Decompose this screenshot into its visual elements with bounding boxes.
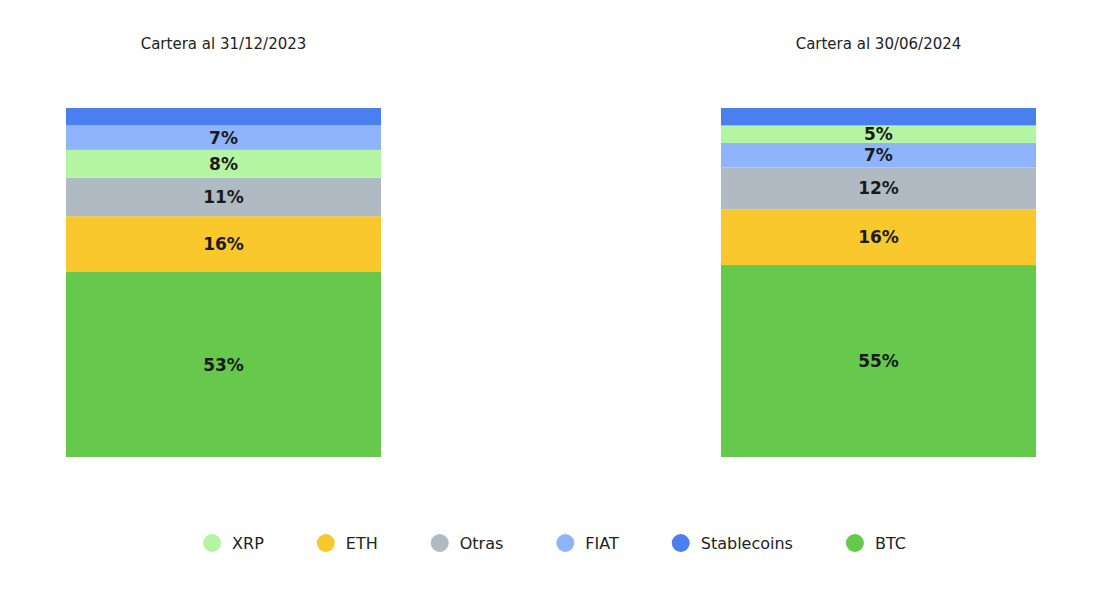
legend: XRP ETH Otras FIAT Stablecoins BTC [203,534,906,553]
legend-label: ETH [346,534,378,553]
legend-label: XRP [232,534,264,553]
bar-segment [721,167,1036,209]
legend-label: FIAT [585,534,619,553]
legend-item: ETH [317,534,378,553]
data-label: 7% [864,145,893,165]
bar-segment [721,108,1036,125]
legend-item: BTC [846,534,906,553]
bar-segment [66,272,381,457]
data-label: 55% [858,351,899,371]
bars [66,108,1036,457]
legend-swatch [556,534,574,552]
legend-swatch [846,534,864,552]
category-label: Cartera al 30/06/2024 [796,35,962,53]
legend-swatch [431,534,449,552]
data-labels: 53%16%11%8%7%55%16%12%7%5% [203,124,899,374]
chart: Cartera al 31/12/2023 Cartera al 30/06/20… [0,0,1109,589]
data-label: 16% [203,234,244,254]
bar-segment [721,143,1036,167]
data-label: 16% [858,227,899,247]
bar-segment [721,265,1036,457]
bar-segment [66,125,381,149]
legend-item: Otras [431,534,504,553]
data-label: 7% [209,128,238,148]
bar-segment [66,150,381,178]
legend-swatch [672,534,690,552]
legend-item: XRP [203,534,264,553]
data-label: 8% [209,154,238,174]
data-label: 12% [858,178,899,198]
legend-swatch [203,534,221,552]
legend-swatch [317,534,335,552]
bar-segment [66,108,381,125]
category-label: Cartera al 31/12/2023 [141,35,307,53]
data-label: 11% [203,187,244,207]
data-label: 53% [203,355,244,375]
bar-segment [66,216,381,272]
bar-segment [66,178,381,216]
legend-label: BTC [875,534,906,553]
bar-segment [721,209,1036,265]
x-axis: Cartera al 31/12/2023 Cartera al 30/06/20… [141,35,962,53]
x-tick: Cartera al 31/12/2023 [141,35,307,53]
legend-label: Stablecoins [701,534,793,553]
x-tick: Cartera al 30/06/2024 [796,35,962,53]
legend-label: Otras [460,534,504,553]
legend-item: Stablecoins [672,534,793,553]
legend-item: FIAT [556,534,619,553]
data-label: 5% [864,124,893,144]
